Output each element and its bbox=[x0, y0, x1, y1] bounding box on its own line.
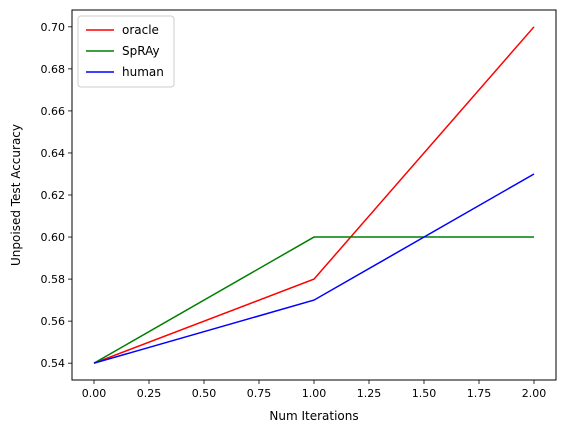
y-tick-label: 0.70 bbox=[41, 21, 66, 34]
legend: oracle SpRAy human bbox=[77, 15, 175, 88]
legend-label: human bbox=[122, 65, 164, 79]
x-tick-label: 1.50 bbox=[412, 387, 437, 400]
y-axis-ticks: 0.54 0.56 0.58 0.60 0.62 0.64 0.66 0.68 0.70 bbox=[41, 21, 72, 370]
x-tick-label: 0.00 bbox=[82, 387, 107, 400]
y-tick-label: 0.68 bbox=[41, 63, 66, 76]
y-tick-label: 0.56 bbox=[41, 315, 66, 328]
y-tick-label: 0.66 bbox=[41, 105, 66, 118]
y-tick-label: 0.64 bbox=[41, 147, 66, 160]
x-tick-label: 1.75 bbox=[467, 387, 492, 400]
x-axis-ticks: 0.00 0.25 0.50 0.75 1.00 1.25 1.50 1.75 2.00 bbox=[82, 380, 547, 400]
y-axis-label: Unpoised Test Accuracy bbox=[9, 124, 23, 266]
series-line-human bbox=[93, 173, 535, 364]
y-tick-label: 0.62 bbox=[41, 189, 66, 202]
x-axis-label: Num Iterations bbox=[269, 409, 358, 423]
series-line-oracle bbox=[93, 26, 535, 364]
x-tick-label: 0.25 bbox=[137, 387, 162, 400]
x-tick-label: 1.00 bbox=[302, 387, 327, 400]
legend-label: oracle bbox=[122, 23, 159, 37]
y-tick-label: 0.54 bbox=[41, 357, 66, 370]
x-tick-label: 0.75 bbox=[247, 387, 272, 400]
y-tick-label: 0.60 bbox=[41, 231, 66, 244]
series-line-spray bbox=[93, 236, 534, 364]
x-tick-label: 1.25 bbox=[357, 387, 382, 400]
x-tick-label: 0.50 bbox=[192, 387, 217, 400]
x-tick-label: 2.00 bbox=[522, 387, 547, 400]
y-tick-label: 0.58 bbox=[41, 273, 66, 286]
plot-marks bbox=[93, 26, 535, 364]
legend-box bbox=[77, 15, 175, 88]
legend-label: SpRAy bbox=[122, 44, 160, 58]
